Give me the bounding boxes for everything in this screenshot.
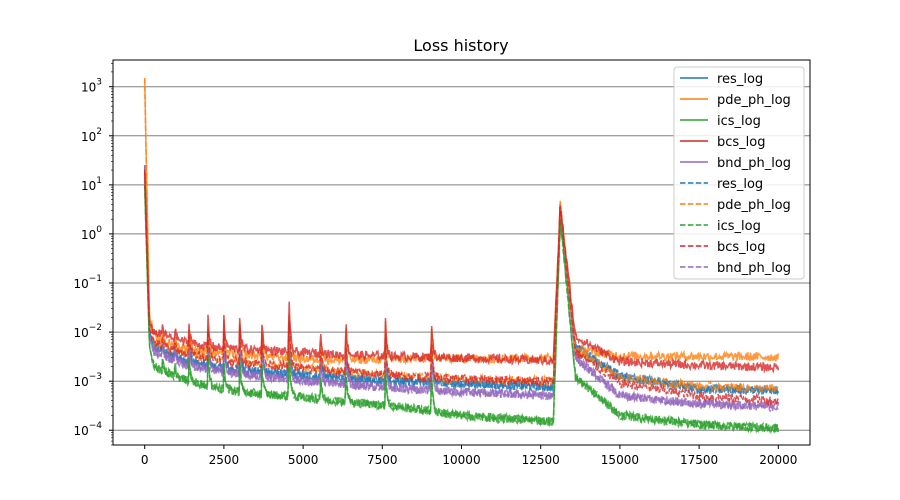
series-line-bcs_log-dashed bbox=[143, 170, 780, 408]
legend: res_log pde_ph_log ics_log bcs_log bnd_ph_lo… bbox=[673, 66, 805, 280]
y-tick-label: 10−2 bbox=[73, 323, 102, 340]
legend-label: ics_log bbox=[717, 114, 761, 129]
legend-label: res_log bbox=[717, 177, 763, 192]
legend-label: bcs_log bbox=[717, 135, 766, 150]
x-tick-label: 2500 bbox=[209, 453, 240, 467]
x-axis-ticks: 0 2500 5000 7500 10000 12500 15000 17500 20000 bbox=[141, 445, 797, 467]
legend-label: res_log bbox=[717, 72, 763, 87]
x-tick-label: 15000 bbox=[601, 453, 639, 467]
legend-label: ics_log bbox=[717, 219, 761, 234]
x-tick-label: 20000 bbox=[759, 453, 797, 467]
y-tick-label: 103 bbox=[81, 78, 102, 95]
x-tick-label: 17500 bbox=[680, 453, 718, 467]
y-tick-label: 10−3 bbox=[73, 372, 102, 389]
legend-label: pde_ph_log bbox=[717, 198, 791, 213]
y-tick-label: 10−4 bbox=[73, 421, 102, 438]
chart-title: Loss history bbox=[413, 36, 508, 55]
x-tick-label: 10000 bbox=[442, 453, 480, 467]
series-line-bcs_log-solid bbox=[143, 170, 780, 375]
series-line-ics_log-dashed bbox=[143, 184, 779, 436]
y-tick-label: 100 bbox=[81, 225, 102, 242]
x-tick-label: 7500 bbox=[367, 453, 398, 467]
series-line-res_log-dashed bbox=[143, 165, 780, 397]
y-tick-label: 101 bbox=[81, 176, 102, 193]
y-axis-ticks: 10−4 10−3 10−2 10−1 100 101 102 103 bbox=[73, 62, 113, 446]
x-tick-label: 5000 bbox=[288, 453, 319, 467]
x-tick-label: 0 bbox=[141, 453, 149, 467]
y-tick-label: 102 bbox=[81, 127, 102, 144]
series-line-bnd_ph_log-dashed bbox=[143, 165, 780, 413]
legend-label: pde_ph_log bbox=[717, 93, 791, 108]
legend-label: bnd_ph_log bbox=[717, 261, 791, 276]
legend-label: bcs_log bbox=[717, 240, 766, 255]
legend-label: bnd_ph_log bbox=[717, 156, 791, 171]
x-tick-label: 12500 bbox=[522, 453, 560, 467]
series-layer bbox=[143, 78, 780, 436]
y-tick-label: 10−1 bbox=[73, 274, 102, 291]
